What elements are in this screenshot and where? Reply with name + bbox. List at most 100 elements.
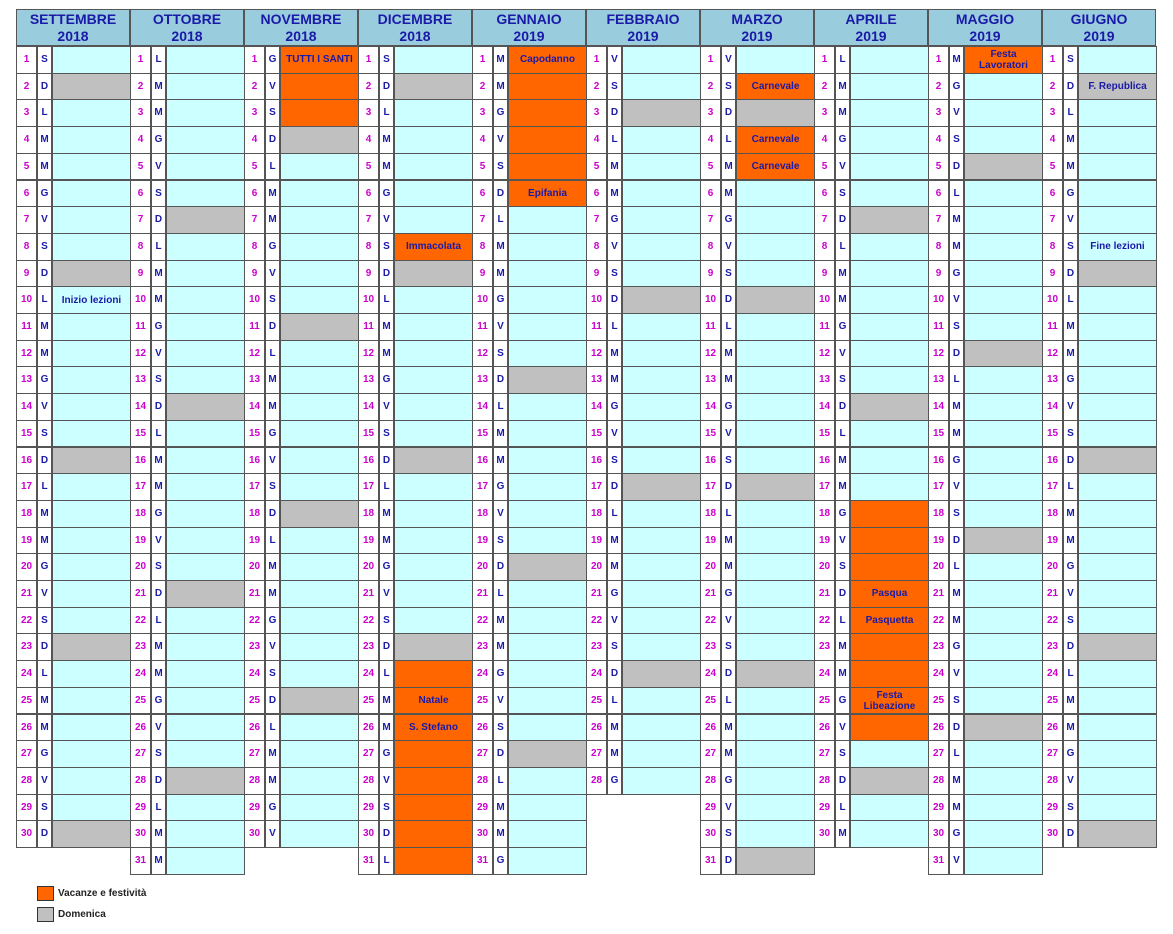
day-cell: [280, 580, 359, 608]
day-cell: [166, 126, 245, 154]
weekday-letter: S: [607, 446, 622, 475]
day-number: 6: [928, 179, 949, 208]
day-cell: [622, 446, 701, 475]
day-number: 13: [928, 366, 949, 395]
weekday-letter: S: [379, 793, 394, 822]
weekday-letter: D: [37, 446, 52, 475]
weekday-letter: G: [493, 660, 508, 688]
day-number: 25: [700, 686, 721, 715]
weekday-letter: M: [493, 793, 508, 822]
day-cell: [850, 99, 929, 128]
day-cell: [394, 553, 473, 581]
day-number: 7: [586, 206, 607, 234]
day-number: 21: [586, 580, 607, 608]
weekday-letter: D: [721, 847, 736, 875]
weekday-letter: V: [37, 766, 52, 795]
day-number: 13: [244, 366, 265, 395]
day-number: 8: [1042, 232, 1063, 261]
weekday-letter: M: [379, 339, 394, 368]
weekday-letter: G: [835, 313, 850, 341]
weekday-letter: M: [265, 179, 280, 208]
day-cell: [394, 339, 473, 368]
day-number: 12: [1042, 339, 1063, 368]
day-cell: [622, 232, 701, 261]
weekday-letter: M: [379, 152, 394, 181]
weekday-letter: G: [721, 393, 736, 421]
day-cell: [622, 339, 701, 368]
weekday-letter: S: [607, 633, 622, 662]
day-cell: [52, 99, 131, 128]
month-name: APRILE: [845, 11, 897, 27]
day-number: 6: [358, 179, 379, 208]
day-number: 13: [814, 366, 835, 395]
day-number: 19: [586, 526, 607, 555]
day-cell: [1078, 660, 1157, 688]
month-name: MAGGIO: [955, 11, 1015, 27]
weekday-letter: G: [265, 419, 280, 448]
weekday-letter: M: [493, 232, 508, 261]
weekday-letter: V: [379, 580, 394, 608]
day-number: 15: [1042, 419, 1063, 448]
day-cell: [508, 793, 587, 822]
day-cell: [1078, 553, 1157, 581]
day-cell: [280, 766, 359, 795]
day-cell: [850, 72, 929, 101]
day-cell: [508, 473, 587, 501]
weekday-letter: G: [1063, 366, 1078, 395]
weekday-letter: L: [265, 339, 280, 368]
weekday-letter: V: [151, 713, 166, 742]
day-cell: [850, 259, 929, 288]
weekday-letter: D: [151, 766, 166, 795]
weekday-letter: D: [265, 686, 280, 715]
day-cell: [964, 606, 1043, 635]
weekday-letter: G: [493, 847, 508, 875]
event-cell: Carnevale: [736, 126, 815, 154]
day-number: 6: [586, 179, 607, 208]
weekday-letter: V: [721, 793, 736, 822]
day-cell: [736, 740, 815, 768]
weekday-letter: M: [721, 553, 736, 581]
day-cell: [622, 152, 701, 181]
weekday-letter: S: [1063, 419, 1078, 448]
weekday-letter: M: [835, 473, 850, 501]
weekday-letter: V: [37, 206, 52, 234]
day-cell: [1078, 259, 1157, 288]
day-number: 13: [586, 366, 607, 395]
day-cell: [508, 419, 587, 448]
day-cell: [166, 580, 245, 608]
day-number: 10: [928, 286, 949, 314]
day-number: 19: [700, 526, 721, 555]
day-number: 26: [928, 713, 949, 742]
day-number: 2: [1042, 72, 1063, 101]
day-number: 12: [130, 339, 151, 368]
day-number: 29: [472, 793, 493, 822]
day-cell: [736, 580, 815, 608]
weekday-letter: D: [37, 820, 52, 848]
weekday-letter: M: [835, 72, 850, 101]
event-cell: Capodanno: [508, 46, 587, 74]
weekday-letter: M: [721, 526, 736, 555]
day-number: 31: [700, 847, 721, 875]
day-cell: [280, 740, 359, 768]
weekday-letter: D: [721, 99, 736, 128]
day-cell: [394, 366, 473, 395]
day-number: 25: [16, 686, 37, 715]
weekday-letter: V: [493, 313, 508, 341]
day-number: 26: [700, 713, 721, 742]
day-cell: [850, 633, 929, 662]
weekday-letter: M: [1063, 526, 1078, 555]
day-number: 23: [244, 633, 265, 662]
day-number: 9: [130, 259, 151, 288]
day-number: 22: [472, 606, 493, 635]
day-number: 11: [472, 313, 493, 341]
weekday-letter: M: [265, 580, 280, 608]
day-cell: [622, 580, 701, 608]
weekday-letter: M: [265, 766, 280, 795]
weekday-letter: M: [721, 179, 736, 208]
day-number: 7: [700, 206, 721, 234]
day-number: 12: [700, 339, 721, 368]
day-number: 14: [700, 393, 721, 421]
day-cell: [964, 766, 1043, 795]
day-number: 11: [16, 313, 37, 341]
day-number: 1: [130, 46, 151, 74]
